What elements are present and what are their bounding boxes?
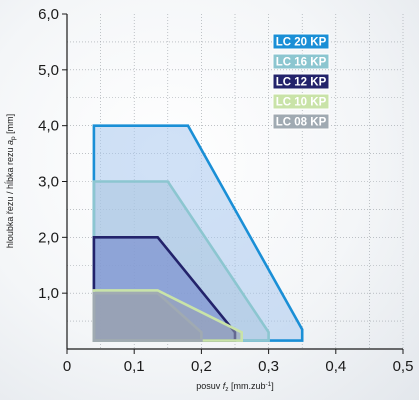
y-tick-label: 6,0 [38, 6, 59, 23]
legend-item-label: LC 20 KP [276, 37, 327, 49]
y-axis-label: hloubka řezu / hĺbka rezu ap [mm] [4, 114, 17, 248]
legend-item-label: LC 12 KP [276, 77, 327, 89]
legend-item-label: LC 10 KP [276, 97, 327, 109]
series-area-lc-08-kp [92, 291, 203, 342]
legend-swatch [272, 93, 330, 110]
tick-labels: 0 0,1 0,2 0,3 0,4 0,5 1,0 2,0 3,0 4,0 5,0 6,0 [38, 6, 413, 375]
y-tick-label: 3,0 [38, 174, 59, 191]
x-tick-label: 0,4 [325, 358, 346, 375]
legend-swatch [272, 73, 330, 90]
y-tick-label: 2,0 [38, 229, 59, 246]
x-tick-label: 0,3 [258, 358, 279, 375]
legend-item-label: LC 16 KP [276, 57, 327, 69]
series-areas [92, 124, 304, 342]
x-tick-label: 0,5 [393, 358, 414, 375]
legend-item-label: LC 08 KP [276, 117, 327, 129]
y-tick-label: 4,0 [38, 118, 59, 135]
legend-swatch [272, 33, 330, 50]
axes [62, 13, 404, 354]
x-axis-label: posuv fz [mm.zub-1] [196, 381, 274, 393]
x-tick-label: 0 [63, 358, 71, 375]
legend-swatch [272, 53, 330, 70]
legend: LC 20 KP LC 16 KP LC 12 KP LC 10 KP LC 08 KP [272, 33, 330, 130]
y-tick-label: 5,0 [38, 62, 59, 79]
y-tick-label: 1,0 [38, 285, 59, 302]
legend-swatch [272, 113, 330, 130]
x-tick-label: 0,1 [124, 358, 145, 375]
x-tick-label: 0,2 [191, 358, 212, 375]
